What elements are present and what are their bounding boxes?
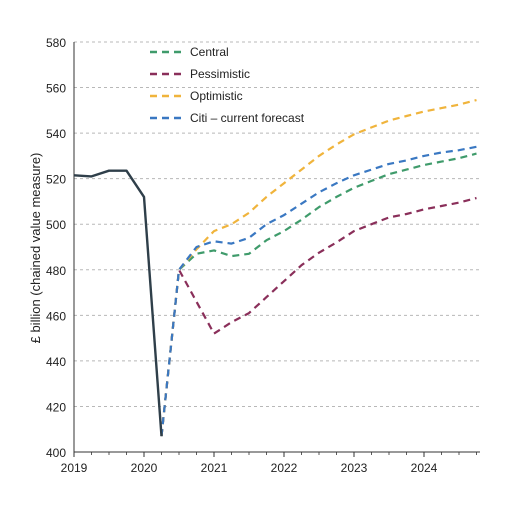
legend: Central Pessimistic Optimistic Citi – curre… <box>150 45 305 125</box>
legend-label: Citi – current forecast <box>190 111 305 125</box>
y-tick-label: 460 <box>46 309 66 323</box>
x-tick-label: 2020 <box>131 461 158 475</box>
y-tick-label: 400 <box>46 446 66 460</box>
history-line <box>73 169 163 437</box>
series-line-optimistic <box>160 99 477 437</box>
series-line-citi-current-forecast <box>160 145 477 437</box>
legend-label: Optimistic <box>190 89 243 103</box>
x-tick-label: 2023 <box>341 461 368 475</box>
y-axis-title: £ billion (chained value measure) <box>28 153 43 344</box>
y-tick-label: 500 <box>46 218 66 232</box>
y-tick-label: 440 <box>46 355 66 369</box>
series-line-central <box>160 152 477 437</box>
y-tick-label: 540 <box>46 127 66 141</box>
y-tick-label: 420 <box>46 400 66 414</box>
legend-label: Pessimistic <box>190 67 250 81</box>
y-tick-label: 580 <box>46 36 66 50</box>
y-tick-label: 560 <box>46 82 66 96</box>
x-tick-label: 2024 <box>411 461 438 475</box>
x-tick-label: 2021 <box>201 461 228 475</box>
series-line-pessimistic <box>160 196 477 437</box>
x-tick-label: 2019 <box>61 461 88 475</box>
gridlines <box>74 41 480 407</box>
x-tick-label: 2022 <box>271 461 298 475</box>
y-tick-label: 480 <box>46 264 66 278</box>
legend-label: Central <box>190 45 229 59</box>
axes: 400 420 440 460 480 500 520 540 560 580 2019 2020 20… <box>46 36 480 475</box>
y-tick-label: 520 <box>46 173 66 187</box>
series-lines <box>73 99 477 437</box>
